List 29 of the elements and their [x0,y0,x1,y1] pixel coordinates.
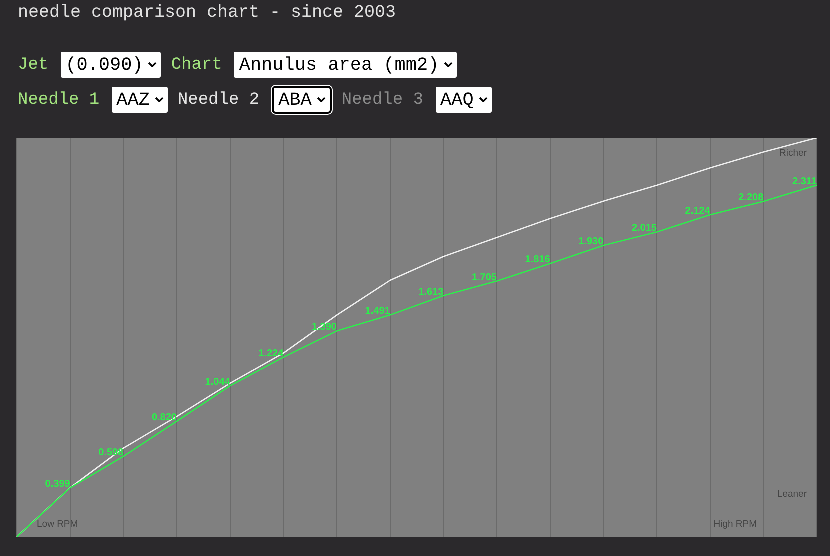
text: Needle 1 [18,90,100,110]
annotation: Low RPM [37,519,78,530]
data-label: 0.820 [152,412,178,424]
data-label: 1.224 [258,348,284,360]
dropdown: Annulus area (mm2) [234,52,458,78]
y-axis-title: Annulus area (mm2) [239,54,440,76]
data-label: 2.015 [632,223,658,234]
text: Needle 2 [178,90,260,110]
dropdown: AAQ [436,87,492,113]
dropdown: ABA [272,86,332,114]
dropdown: (0.090) [60,52,162,78]
data-label: 0.399 [45,479,71,490]
data-label: 1.816 [525,254,551,266]
data-label: 1.613 [418,286,444,298]
annotation: Richer [780,148,807,159]
dropdown: AAZ [112,87,168,113]
text: Chart [171,56,222,74]
chart-title: needle comparison chart - since 2003 [18,2,396,25]
data-label: 1.930 [578,236,604,248]
data-label: 2.208 [738,192,764,204]
data-label: 2.311 [792,176,818,188]
data-label: 1.491 [365,306,391,318]
data-label: 2.124 [685,206,711,217]
annotation: High RPM [714,519,758,530]
data-label: 1.705 [472,272,498,284]
text: Jet [18,56,49,74]
text: Needle 3 [342,90,424,110]
data-label: 1.044 [205,376,231,388]
annotation: Leaner [777,489,807,500]
